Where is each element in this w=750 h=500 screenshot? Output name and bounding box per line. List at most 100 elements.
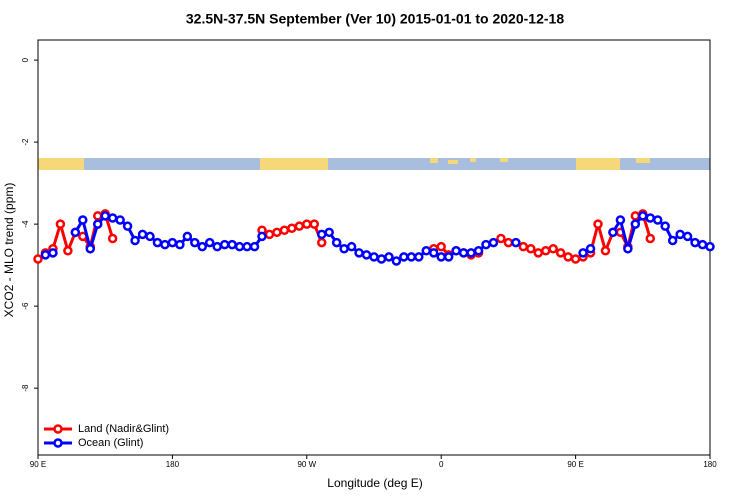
data-point — [660, 221, 670, 231]
x-tick-label: 90 W — [297, 460, 316, 469]
data-point — [107, 233, 118, 244]
data-point — [436, 252, 446, 262]
data-point — [414, 252, 424, 262]
data-point — [264, 229, 275, 240]
data-point — [473, 246, 484, 256]
data-point — [48, 248, 58, 258]
data-point — [369, 252, 379, 262]
data-point — [204, 237, 215, 248]
data-point — [555, 248, 566, 258]
data-point — [115, 215, 125, 225]
data-point — [212, 241, 222, 252]
chart-title: 32.5N-37.5N September (Ver 10) 2015-01-0… — [186, 11, 564, 27]
data-point — [272, 227, 282, 238]
data-point — [466, 248, 476, 258]
data-point — [70, 227, 81, 238]
data-point — [630, 211, 641, 221]
x-tick-label: 0 — [439, 460, 444, 469]
data-point — [570, 254, 581, 264]
data-point — [92, 211, 103, 221]
plot-frame — [37, 39, 711, 456]
x-axis-label: Longitude (deg E) — [327, 476, 422, 490]
legend-label: Land (Nadir&Glint) — [78, 423, 169, 435]
data-point — [309, 219, 320, 229]
data-point — [100, 211, 110, 221]
data-point — [33, 254, 43, 264]
data-point — [600, 246, 611, 256]
x-tick-label: 90 E — [567, 460, 583, 469]
data-point — [548, 243, 558, 254]
legend-swatch-point — [53, 424, 63, 434]
data-point — [175, 239, 185, 250]
data-point — [287, 223, 297, 233]
data-point — [137, 229, 148, 240]
data-point — [182, 231, 193, 242]
data-point — [55, 219, 66, 229]
x-tick-label: 180 — [703, 460, 717, 469]
data-point — [399, 252, 409, 262]
data-point — [85, 243, 96, 254]
data-point — [302, 219, 312, 229]
data-point — [354, 248, 364, 258]
data-point — [145, 231, 155, 242]
data-point — [361, 250, 372, 260]
data-point — [638, 211, 648, 221]
data-point — [563, 252, 573, 262]
data-point — [197, 241, 208, 252]
data-point — [585, 243, 596, 254]
data-point — [78, 215, 88, 225]
data-point — [645, 233, 656, 244]
data-point — [346, 241, 357, 252]
data-point — [339, 243, 349, 254]
data-point — [40, 250, 51, 260]
y-tick-label: -4 — [21, 220, 30, 228]
y-tick-label: -2 — [21, 138, 30, 146]
data-point — [526, 243, 536, 254]
data-point — [167, 237, 178, 248]
data-point — [421, 246, 432, 256]
data-point — [503, 237, 514, 248]
data-point — [496, 233, 506, 244]
data-point — [705, 241, 715, 252]
data-point — [242, 241, 252, 252]
map-strip — [38, 158, 710, 170]
y-tick-label: -8 — [21, 384, 30, 392]
data-point — [376, 254, 387, 264]
data-point — [652, 215, 663, 225]
data-point — [331, 237, 342, 248]
data-point — [675, 229, 685, 240]
data-point — [511, 237, 521, 248]
data-point — [227, 239, 237, 250]
data-point — [533, 248, 544, 258]
data-point — [518, 241, 529, 252]
data-point — [682, 231, 693, 242]
data-point — [249, 241, 260, 252]
data-point — [630, 219, 641, 229]
data-point — [324, 227, 334, 238]
data-point — [458, 248, 469, 258]
data-point — [608, 227, 618, 238]
data-point — [92, 219, 103, 229]
data-point — [316, 237, 327, 248]
data-point — [257, 231, 267, 242]
data-point — [384, 252, 394, 262]
data-point — [190, 237, 200, 248]
data-point — [152, 237, 163, 248]
data-point — [63, 246, 73, 256]
data-point — [667, 235, 678, 246]
data-point — [160, 239, 170, 250]
x-tick-label: 180 — [166, 460, 180, 469]
x-tick-label: 90 E — [30, 460, 46, 469]
data-point — [443, 252, 454, 262]
data-point — [234, 241, 245, 252]
y-tick-label: 0 — [21, 57, 30, 62]
data-point — [122, 221, 133, 231]
data-point — [436, 241, 446, 252]
data-point — [690, 237, 700, 248]
data-point — [279, 225, 290, 236]
data-point — [219, 239, 230, 250]
data-point — [623, 243, 633, 254]
data-point — [107, 213, 118, 223]
data-point — [294, 221, 305, 231]
